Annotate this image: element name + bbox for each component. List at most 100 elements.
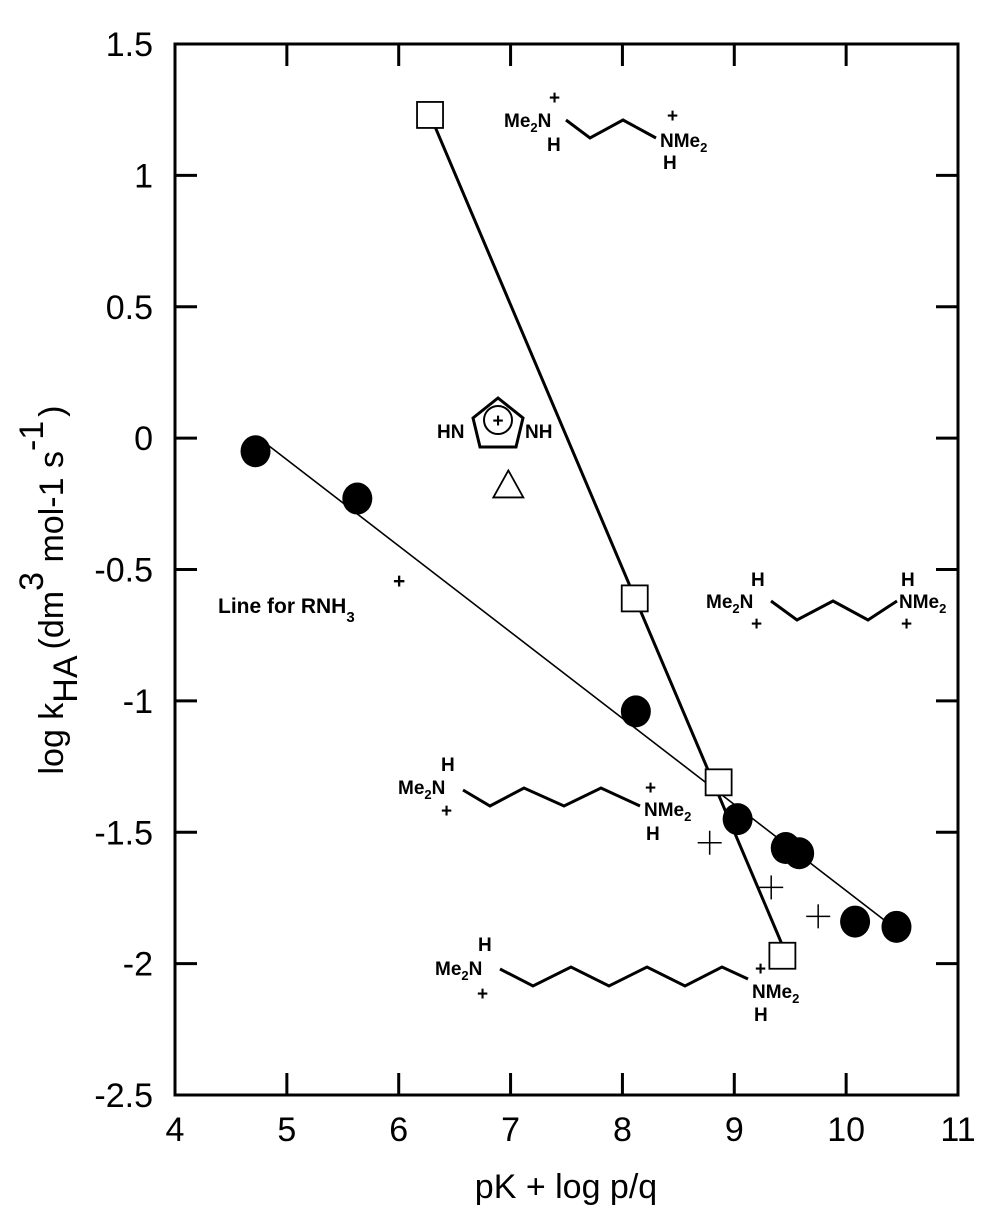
y-tick-label: -1.5 xyxy=(94,814,153,852)
d2-sub-left: 2 xyxy=(530,120,537,135)
d3-plus-right: + xyxy=(901,614,912,635)
svg-text:log kHA(dm3 mol-1 s-1): log kHA (dm3 mol-1 s-1) xyxy=(13,405,85,774)
x-tick-label: 7 xyxy=(501,1111,520,1149)
point-open-square xyxy=(620,584,649,613)
d4-sub-left: 2 xyxy=(424,787,431,802)
d2-sub-right: 2 xyxy=(700,140,707,155)
rnh3-label-text: Line for RNH xyxy=(218,595,346,618)
y-title-main: log k xyxy=(33,702,71,775)
imidazolium-plus: + xyxy=(492,411,503,432)
ticks-layer xyxy=(173,42,960,1097)
d2-chain xyxy=(565,118,657,140)
svg-text:Line for RNH3: Line for RNH3 xyxy=(218,595,355,626)
fit-lines-layer xyxy=(258,114,897,946)
svg-text:Me2N: Me2N xyxy=(706,592,753,616)
structure-diamine-4: H Me2N + + NMe2 H xyxy=(398,755,691,845)
d3-nme-right: NMe xyxy=(899,592,939,613)
d3-h-left: H xyxy=(751,570,765,591)
x-tick-label: 8 xyxy=(613,1111,632,1149)
y-tick-label: -2.5 xyxy=(94,1077,153,1115)
x-tick-label: 6 xyxy=(389,1111,408,1149)
d6-n-left: N xyxy=(469,959,483,980)
svg-text:NMe2: NMe2 xyxy=(899,592,946,616)
x-axis-title: pK + log p/q xyxy=(475,1168,657,1206)
d4-sub-right: 2 xyxy=(684,809,691,824)
d3-h-right: H xyxy=(901,570,915,591)
d4-chain xyxy=(462,786,641,808)
d2-nme-right: NMe xyxy=(660,131,700,152)
d4-me-left: Me xyxy=(398,778,424,799)
point-open-square xyxy=(704,768,733,797)
imidazolium-hn: HN xyxy=(437,422,464,443)
y-title-units: (dm xyxy=(33,591,71,650)
rnh3-label-sub: 3 xyxy=(346,609,354,626)
d6-plus-left: + xyxy=(477,984,488,1005)
d2-plus-left: + xyxy=(549,88,560,109)
y-tick-label: 1.5 xyxy=(106,26,153,64)
d6-sub-left: 2 xyxy=(461,968,468,983)
y-title-expm1: -1 xyxy=(13,421,51,451)
x-tick-label: 9 xyxy=(725,1111,744,1149)
tick-labels-layer: 4 5 6 7 8 9 10 11 -2.5 -2 -1.5 -1 -0.5 0 0.5 1 1.5 xyxy=(94,26,975,1149)
y-axis-title: log kHA (dm3 mol-1 s-1) xyxy=(13,405,85,774)
svg-text:Me2N: Me2N xyxy=(504,111,551,135)
point-plus xyxy=(759,875,784,900)
svg-text:NMe2: NMe2 xyxy=(644,800,691,824)
imidazolium-ring xyxy=(471,396,525,449)
y-tick-label: -1 xyxy=(123,683,153,721)
d6-h-left: H xyxy=(478,935,492,956)
point-filled-circle xyxy=(840,905,871,938)
point-plus xyxy=(806,904,831,929)
y-title-units2: mol-1 s xyxy=(33,451,71,572)
d6-h-right: H xyxy=(754,1005,768,1026)
point-open-triangle xyxy=(491,468,525,499)
d6-chain xyxy=(499,965,749,988)
d2-plus-right: + xyxy=(667,106,678,127)
points-layer xyxy=(240,101,912,970)
point-filled-circle xyxy=(881,910,912,943)
d6-me-left: Me xyxy=(435,959,461,980)
d3-chain xyxy=(770,599,898,622)
y-tick-label: 0 xyxy=(134,420,153,458)
point-filled-circle xyxy=(342,482,373,515)
svg-text:NMe2: NMe2 xyxy=(752,982,799,1006)
point-plus xyxy=(697,830,722,855)
d6-nme-right: NMe xyxy=(752,982,792,1003)
d3-n-left: N xyxy=(740,592,754,613)
d4-n-left: N xyxy=(432,778,446,799)
d4-h-left: H xyxy=(441,755,455,776)
d6-sub-right: 2 xyxy=(792,991,799,1006)
d4-plus-left: + xyxy=(441,801,452,822)
d2-n-left: N xyxy=(538,111,552,132)
d2-me-left: Me xyxy=(504,111,530,132)
d4-h-right: H xyxy=(646,824,660,845)
point-open-square xyxy=(416,101,444,129)
d3-sub-left: 2 xyxy=(732,601,739,616)
y-title-sub: HA xyxy=(47,655,85,703)
svg-text:NMe2: NMe2 xyxy=(660,131,707,155)
svg-text:Me2N: Me2N xyxy=(435,959,482,983)
y-title-exp3: 3 xyxy=(13,572,51,591)
d2-h-right: H xyxy=(663,153,677,174)
point-open-square xyxy=(768,941,797,970)
point-filled-circle xyxy=(722,803,753,836)
y-tick-label: 0.5 xyxy=(106,289,153,327)
svg-text:Me2N: Me2N xyxy=(398,778,445,802)
y-title-close: ) xyxy=(33,405,71,416)
point-filled-circle xyxy=(620,695,651,728)
d4-plus-right: + xyxy=(645,778,656,799)
d6-plus-right: + xyxy=(755,959,766,980)
point-filled-circle xyxy=(240,435,271,468)
imidazolium-nh: NH xyxy=(525,422,552,443)
d4-nme-right: NMe xyxy=(644,800,684,821)
structure-diamine-2: Me2N + H + NMe2 H xyxy=(504,88,707,174)
d2-h-left: H xyxy=(547,135,561,156)
y-tick-label: -2 xyxy=(123,946,153,984)
x-tick-label: 4 xyxy=(166,1111,185,1149)
rnh3-label-sup: + xyxy=(393,570,405,593)
structure-diamine-3: H Me2N + H NMe2 + xyxy=(706,570,946,635)
imidazolium-ring-circle xyxy=(483,405,513,435)
y-tick-label: 1 xyxy=(134,157,153,195)
structure-diamine-6: H Me2N + + NMe2 H xyxy=(435,935,799,1026)
